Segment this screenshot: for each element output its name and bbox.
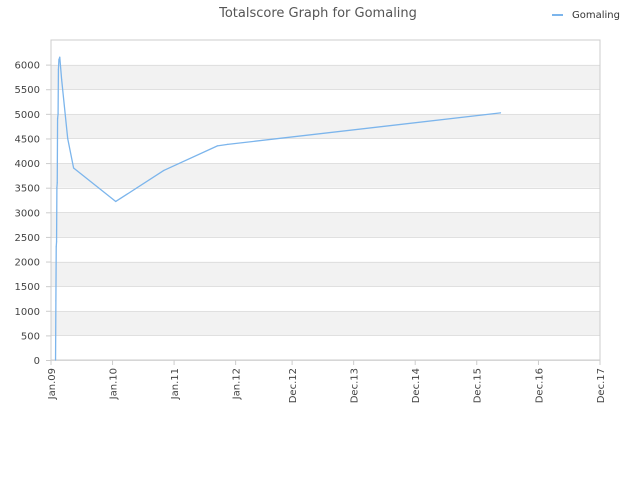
- x-tick-label: Dec.16: [534, 368, 545, 403]
- plot-band: [51, 40, 600, 65]
- plot-band: [51, 212, 600, 237]
- data-point: [56, 187, 58, 189]
- x-tick-label: Jan.09: [47, 368, 58, 400]
- data-point: [499, 112, 502, 114]
- x-tick-label: Jan.10: [109, 368, 120, 400]
- x-tick-label: Dec.17: [596, 368, 607, 403]
- plot-area: [50, 39, 601, 361]
- y-tick-label: 5500: [15, 85, 40, 96]
- x-tick-label: Dec.12: [288, 368, 299, 403]
- data-point: [61, 78, 63, 80]
- data-point: [55, 300, 57, 302]
- x-tick-label: Dec.14: [411, 368, 422, 403]
- plot-band: [51, 310, 600, 336]
- plot-bands: [51, 40, 600, 360]
- y-axis: 0 500 1000 1500 2000 2500 3000 3500 4000 4500 5000…: [15, 61, 51, 367]
- y-tick-label: 5000: [15, 110, 40, 121]
- series-group: [54, 56, 502, 361]
- x-tick-label: Jan.11: [170, 368, 181, 400]
- plot-band: [51, 187, 600, 213]
- plot-band: [51, 286, 600, 311]
- y-tick-label: 0: [34, 356, 40, 367]
- y-tick-label: 4000: [15, 159, 40, 170]
- gridlines: [51, 65, 600, 361]
- data-point: [55, 246, 57, 248]
- data-point: [227, 143, 229, 145]
- data-point: [58, 59, 60, 61]
- data-point: [57, 68, 60, 71]
- chart-title: Totalscore Graph for Gomaling: [218, 6, 417, 21]
- legend-label: Gomaling: [572, 10, 620, 21]
- plot-band: [51, 163, 600, 188]
- data-point: [59, 56, 61, 58]
- x-tick-label: Dec.15: [473, 368, 484, 403]
- y-tick-label: 6000: [15, 61, 40, 72]
- data-point: [72, 167, 75, 169]
- y-tick-label: 1500: [15, 282, 40, 293]
- x-tick-label: Dec.13: [350, 368, 361, 403]
- data-point: [55, 241, 58, 243]
- data-point: [67, 137, 69, 140]
- y-tick-label: 1000: [15, 307, 40, 318]
- y-tick-label: 500: [21, 331, 40, 342]
- data-point: [163, 169, 165, 172]
- y-tick-label: 3000: [15, 208, 40, 219]
- plot-band: [51, 335, 600, 360]
- plot-band: [51, 261, 600, 287]
- data-point: [56, 118, 59, 120]
- x-tick-label: Jan.12: [232, 368, 243, 400]
- legend[interactable]: Gomaling: [552, 10, 620, 21]
- plot-band: [51, 138, 600, 164]
- y-tick-label: 3500: [15, 184, 40, 195]
- y-tick-label: 4500: [15, 134, 40, 145]
- plot-band: [51, 113, 600, 139]
- plot-band: [51, 89, 600, 114]
- data-point: [115, 200, 117, 203]
- plot-band: [51, 236, 600, 262]
- data-point: [54, 359, 57, 361]
- data-point: [216, 145, 219, 147]
- plot-band: [51, 64, 600, 90]
- x-axis: Jan.09 Jan.10 Jan.11 Jan.12 Dec.12 Dec.13 Dec.…: [47, 360, 607, 403]
- y-tick-label: 2000: [15, 258, 40, 269]
- data-point: [56, 182, 58, 184]
- y-tick-label: 2500: [15, 233, 40, 244]
- data-point: [57, 113, 59, 115]
